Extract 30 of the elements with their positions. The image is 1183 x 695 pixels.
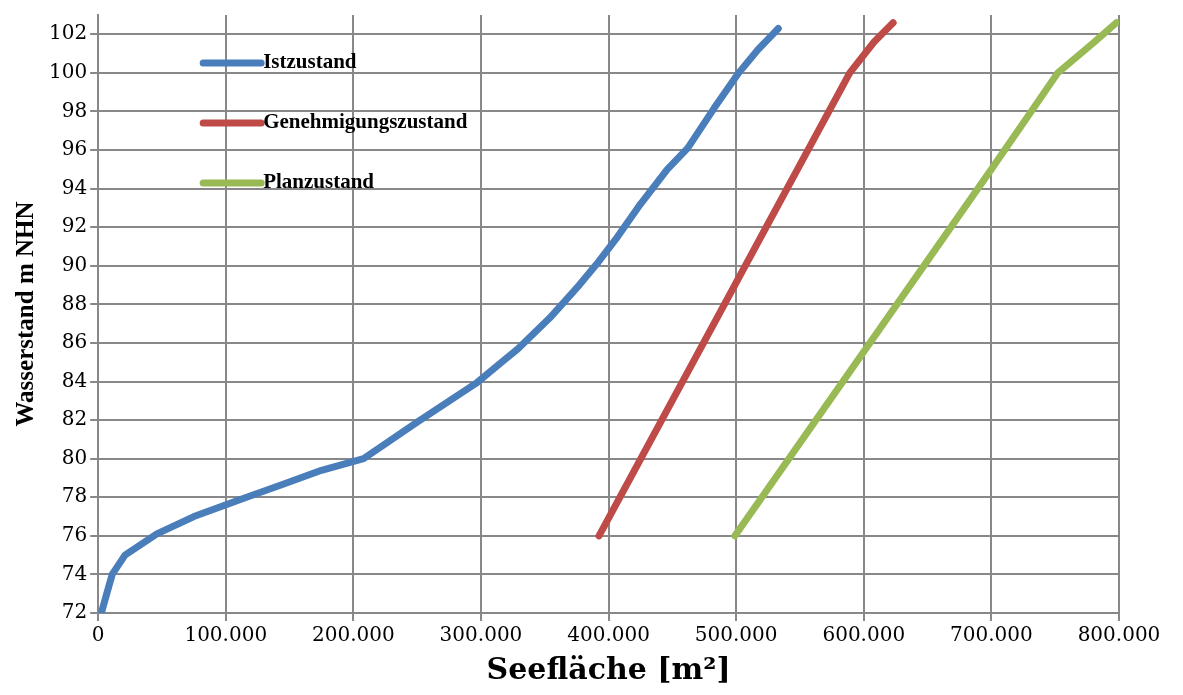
- x-tick-label: 100.000: [184, 622, 268, 647]
- x-tick-label: 600.000: [822, 622, 906, 647]
- y-tick-label: 100: [48, 59, 88, 84]
- legend-label: Genehmigungszustand: [263, 109, 468, 134]
- y-tick-label: 102: [48, 20, 88, 45]
- y-tick-label: 94: [61, 174, 88, 199]
- y-tick-label: 82: [61, 406, 88, 431]
- legend-label: Istzustand: [263, 49, 357, 74]
- y-tick-label: 92: [61, 213, 88, 238]
- y-axis-title: Wasserstand m NHN: [11, 201, 39, 427]
- y-tick-label: 88: [61, 290, 88, 315]
- x-tick-label: 200.000: [312, 622, 395, 647]
- x-axis-title: Seefläche [m²]: [486, 650, 731, 686]
- y-tick-label: 74: [61, 560, 88, 585]
- y-tick-label: 86: [61, 329, 88, 354]
- x-tick-label: 500.000: [694, 622, 778, 647]
- y-tick-label: 76: [61, 522, 88, 547]
- y-tick-label: 98: [61, 97, 88, 122]
- x-tick-label: 700.000: [950, 622, 1033, 647]
- y-tick-label: 96: [61, 136, 88, 161]
- x-tick-label: 0: [91, 622, 105, 647]
- y-tick-label: 72: [61, 599, 88, 624]
- x-tick-label: 800.000: [1077, 622, 1161, 647]
- y-tick-label: 80: [61, 444, 88, 469]
- y-tick-label: 78: [61, 483, 88, 508]
- x-tick-label: 400.000: [567, 622, 650, 647]
- legend-label: Planzustand: [263, 169, 375, 194]
- x-tick-label: 300.000: [439, 622, 523, 647]
- y-tick-label: 90: [61, 251, 88, 276]
- y-tick-label: 84: [61, 367, 88, 392]
